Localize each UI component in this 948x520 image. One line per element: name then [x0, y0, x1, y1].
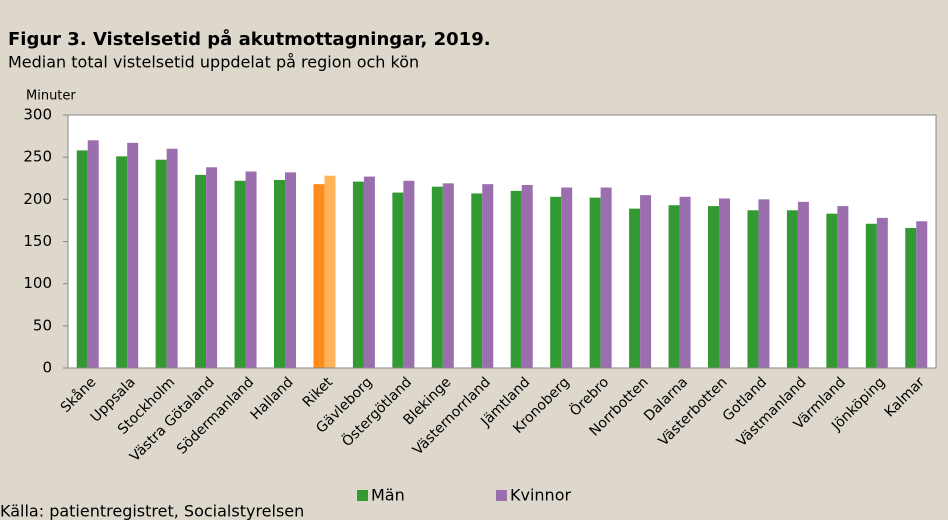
bar: [837, 206, 849, 368]
y-tick-label: 200: [23, 190, 52, 208]
bar: [166, 148, 178, 368]
bar: [876, 217, 888, 368]
x-tick-label: Kalmar: [882, 374, 928, 420]
bar: [758, 199, 770, 368]
x-tick-label: Halland: [248, 374, 297, 423]
bar: [679, 196, 691, 368]
bar: [155, 159, 167, 368]
bar: [640, 195, 652, 368]
legend-swatch: [357, 490, 368, 501]
chart-subtitle: Median total vistelsetid uppdelat på reg…: [8, 53, 419, 72]
legend-label: Män: [371, 486, 405, 505]
bar: [916, 221, 928, 368]
bar: [392, 192, 404, 368]
bar: [600, 187, 612, 368]
bar: [442, 183, 454, 368]
x-tick-label: Riket: [300, 374, 337, 411]
bar: [87, 140, 99, 368]
chart-title: Figur 3. Vistelsetid på akutmottagningar…: [8, 28, 491, 50]
bar: [363, 176, 375, 368]
bar: [431, 186, 443, 368]
bar: [274, 179, 285, 368]
bar: [352, 181, 364, 368]
bar: [234, 180, 246, 368]
bar: [521, 184, 533, 368]
bar: [786, 210, 798, 368]
bar: [285, 172, 296, 368]
bar: [127, 142, 139, 368]
y-tick-label: 100: [23, 274, 52, 292]
bar: [195, 174, 207, 368]
bar: [797, 201, 809, 368]
legend-swatch: [496, 490, 507, 501]
bar: [719, 198, 730, 368]
bar: [206, 167, 218, 368]
y-tick-label: 150: [23, 232, 52, 250]
bar: [245, 171, 257, 368]
y-tick-label: 50: [33, 316, 52, 334]
bar: [116, 156, 128, 368]
bar: [589, 197, 601, 368]
bar: [629, 208, 641, 368]
bar: [324, 175, 336, 368]
legend-label: Kvinnor: [510, 486, 571, 505]
bar: [76, 150, 88, 368]
y-tick-label: 0: [42, 359, 52, 377]
bar: [471, 193, 483, 368]
x-tick-label: Västmanland: [734, 374, 810, 450]
bar: [561, 187, 573, 368]
x-tick-label: Västerbotten: [656, 374, 731, 449]
bar: [313, 184, 325, 368]
bar: [708, 206, 719, 368]
bar: [747, 210, 759, 368]
bar: [865, 223, 877, 368]
bar: [403, 180, 415, 368]
y-axis-label: Minuter: [26, 89, 76, 104]
y-tick-label: 250: [23, 148, 52, 166]
bar: [482, 184, 494, 368]
y-tick-label: 300: [23, 106, 52, 124]
bar: [550, 196, 562, 368]
bar: [905, 228, 917, 368]
source: Källa: patientregistret, Socialstyrelsen: [0, 502, 304, 520]
bar: [826, 213, 838, 368]
bar: [510, 190, 522, 368]
bar: [668, 205, 680, 368]
